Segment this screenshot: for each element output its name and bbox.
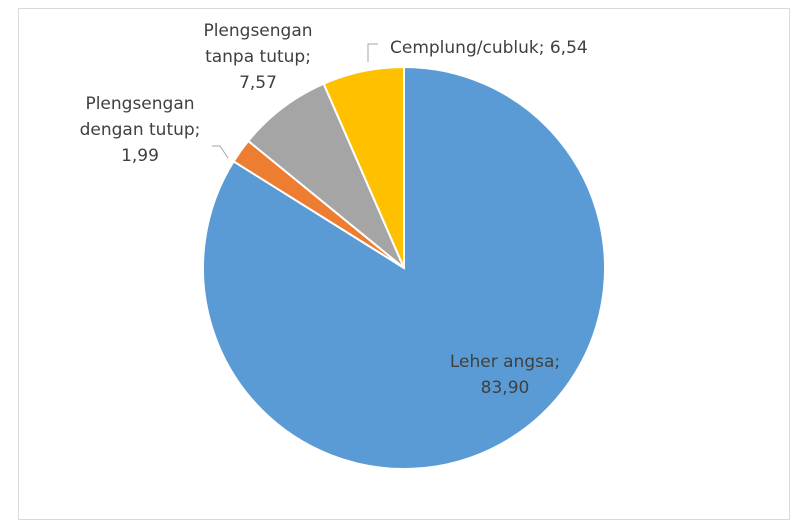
data-label: 83,90: [481, 378, 530, 398]
pie-slice: [246, 82, 405, 269]
data-label: Leher angsa;: [450, 352, 560, 372]
data-label: Plengsengan: [203, 21, 312, 41]
data-label: tanpa tutup;: [205, 47, 311, 67]
data-label: dengan tutup;: [80, 120, 201, 140]
data-label: Cemplung/cubluk; 6,54: [390, 38, 588, 58]
data-label: 1,99: [121, 146, 159, 166]
pie-slice: [322, 65, 405, 269]
leader-line: [367, 43, 378, 62]
data-label: Plengsengan: [85, 94, 194, 114]
leader-line: [212, 145, 229, 159]
data-label: 7,57: [239, 73, 277, 93]
